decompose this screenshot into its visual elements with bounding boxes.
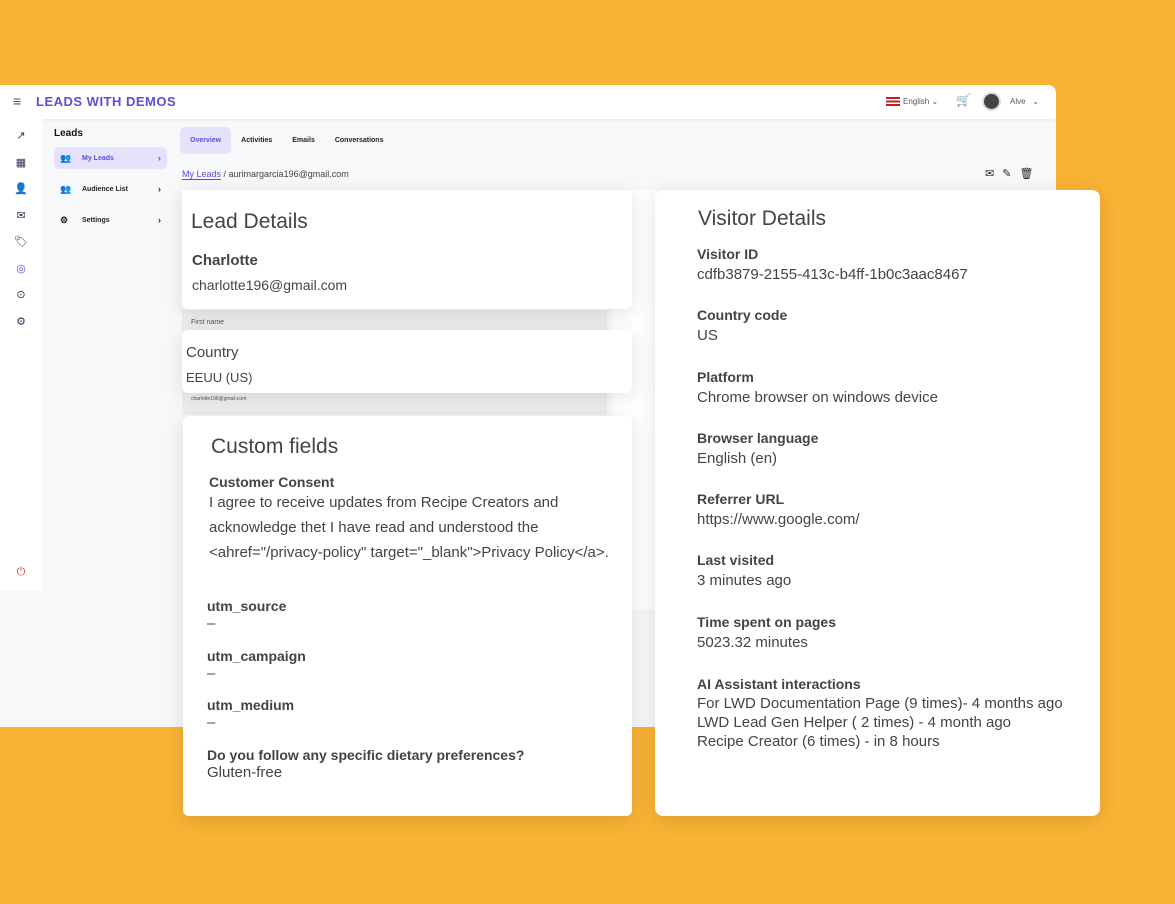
chevron-right-icon: › — [158, 184, 161, 194]
field-value: 3 minutes ago — [697, 572, 792, 590]
sidebar: Leads 👥 My Leads › 👥 Audience List › ⚙ Settin… — [42, 119, 172, 727]
top-bar: ≡ LEADS WITH DEMOS English ⌄ 🛒 Alve ⌄ — [0, 85, 1056, 119]
field-value: English (en) — [697, 449, 778, 467]
sidebar-item-label: My Leads — [82, 154, 114, 162]
visitor-field: Browser language English (en) — [697, 430, 1092, 491]
custom-fields-title: Custom fields — [211, 435, 339, 458]
lead-actions: ✉ ✎ 🗑 — [985, 167, 1033, 180]
scan-icon[interactable]: ⊙ — [16, 289, 26, 301]
chart-icon[interactable]: ↗ — [16, 130, 26, 142]
sidebar-item-audience-list[interactable]: 👥 Audience List › — [54, 178, 167, 200]
visitor-details-card: Visitor Details Visitor ID cdfb3879-2155-… — [655, 190, 1100, 816]
mail-icon[interactable]: ✉ — [16, 209, 26, 222]
tag-icon[interactable]: 🏷 — [14, 236, 28, 248]
ai-interaction: LWD Lead Gen Helper ( 2 times) - 4 month… — [697, 714, 1012, 731]
first-name-label: First name — [191, 319, 225, 326]
chevron-right-icon: › — [158, 153, 161, 163]
field-label: Visitor ID — [697, 246, 759, 262]
tab-conversations[interactable]: Conversations — [334, 137, 384, 144]
field-label: Customer Consent — [209, 474, 335, 490]
cart-icon[interactable]: 🛒 — [956, 93, 971, 107]
field-value: https://www.google.com/ — [697, 511, 860, 529]
field-label: Country code — [697, 307, 788, 324]
chevron-right-icon: › — [158, 215, 161, 225]
power-icon[interactable]: ⏻ — [16, 566, 26, 578]
visitor-field: Last visited 3 minutes ago — [697, 552, 1092, 613]
field-label: Browser language — [697, 429, 819, 446]
field-value: Gluten-free — [207, 763, 283, 781]
visitor-details-title: Visitor Details — [698, 207, 826, 230]
visitor-field: Time spent on pages 5023.32 minutes — [697, 614, 1092, 675]
visitor-field: Referrer URL https://www.google.com/ — [697, 491, 1092, 552]
language-select[interactable]: English ⌄ — [903, 97, 939, 106]
dashboard-icon[interactable]: ▦ — [15, 156, 27, 169]
sidebar-item-label: Audience List — [82, 185, 128, 193]
ai-interaction: For LWD Documentation Page (9 times)- 4 … — [697, 695, 1063, 712]
avatar[interactable] — [982, 92, 1001, 111]
field-label: Time spent on pages — [697, 613, 836, 630]
mail-icon[interactable]: ✉ — [985, 168, 995, 180]
field-label: Do you follow any specific dietary prefe… — [207, 746, 525, 763]
field-value: – — [207, 664, 216, 682]
users-icon: 👥 — [60, 152, 72, 163]
sidebar-title: Leads — [54, 128, 83, 139]
us-flag-icon — [886, 97, 900, 106]
tabs: Overview Activities Emails Conversations — [180, 127, 393, 154]
field-value: I agree to receive updates from Recipe C… — [209, 494, 609, 561]
field-label: utm_campaign — [207, 647, 306, 664]
custom-fields-card: Custom fields Customer Consent I agree t… — [183, 416, 632, 816]
tab-activities[interactable]: Activities — [241, 137, 273, 144]
field-value: US — [697, 327, 718, 345]
tab-overview[interactable]: Overview — [180, 127, 232, 154]
lead-details-title: Lead Details — [191, 210, 308, 233]
sidebar-item-my-leads[interactable]: 👥 My Leads › — [54, 147, 167, 169]
visitor-field: Visitor ID cdfb3879-2155-413c-b4ff-1b0c3a… — [697, 246, 1092, 307]
user-name: Alve — [1010, 97, 1026, 106]
menu-icon[interactable]: ≡ — [13, 93, 22, 109]
country-label: Country — [186, 344, 239, 361]
visitor-field: Country code US — [697, 307, 1092, 368]
field-label: Last visited — [697, 552, 775, 569]
field-label: utm_medium — [207, 697, 295, 713]
group-icon: 👥 — [60, 183, 72, 194]
ai-interactions-label: AI Assistant interactions — [697, 676, 861, 692]
field-value: – — [207, 615, 216, 632]
edit-icon[interactable]: ✎ — [1002, 168, 1012, 180]
breadcrumb-current: aurimargarcia196@gmail.com — [228, 169, 349, 179]
sidebar-item-settings[interactable]: ⚙ Settings › — [54, 209, 167, 231]
ai-interaction: Recipe Creator (6 times) - in 8 hours — [697, 733, 940, 750]
field-value: 5023.32 minutes — [697, 633, 808, 651]
language-label: English — [903, 97, 930, 106]
country-card: Country EEUU (US) — [182, 330, 632, 393]
lead-email: charlotte196@gmail.com — [192, 277, 348, 293]
field-label: Platform — [697, 368, 754, 385]
email-value: charlotte196@gmail.com — [191, 396, 247, 402]
user-settings-icon: ⚙ — [60, 214, 69, 225]
breadcrumb: My Leads / aurimargarcia196@gmail.com — [182, 169, 349, 180]
field-value: – — [207, 714, 216, 731]
icon-rail: ↗ ▦ 👤 ✉ 🏷 ◎ ⊙ ⚙ ⏻ — [0, 119, 42, 591]
field-value: Chrome browser on windows device — [697, 388, 938, 406]
lead-details-card: Lead Details Charlotte charlotte196@gmai… — [182, 190, 632, 309]
visitor-fields: Visitor ID cdfb3879-2155-413c-b4ff-1b0c3a… — [697, 246, 1092, 675]
trash-icon[interactable]: 🗑 — [1019, 168, 1034, 180]
user-menu[interactable]: Alve ⌄ — [1010, 97, 1039, 106]
field-value: cdfb3879-2155-413c-b4ff-1b0c3aac8467 — [697, 266, 968, 283]
settings-icon[interactable]: ⚙ — [16, 315, 26, 328]
profile-icon[interactable]: ◎ — [16, 262, 26, 275]
country-value: EEUU (US) — [186, 370, 253, 385]
sidebar-item-label: Settings — [82, 216, 110, 224]
logo: LEADS WITH DEMOS — [36, 94, 177, 109]
field-label: utm_source — [207, 598, 287, 614]
lead-name: Charlotte — [192, 252, 258, 269]
field-label: Referrer URL — [697, 491, 785, 508]
user-add-icon[interactable]: 👤 — [14, 183, 28, 195]
breadcrumb-root[interactable]: My Leads — [182, 169, 222, 180]
visitor-field: Platform Chrome browser on windows device — [697, 369, 1092, 430]
tab-emails[interactable]: Emails — [292, 137, 315, 144]
